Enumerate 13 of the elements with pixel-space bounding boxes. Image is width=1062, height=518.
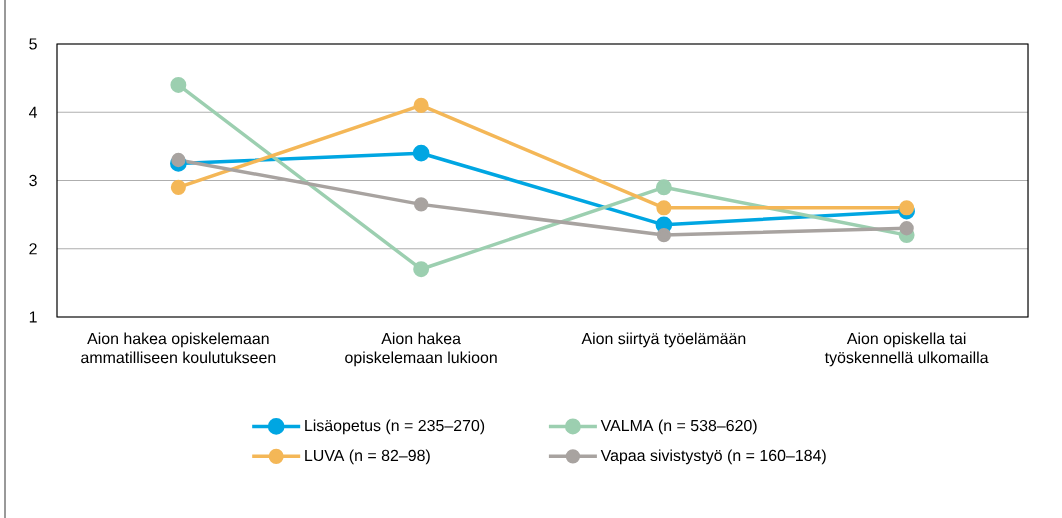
legend-label: LUVA (n = 82–98) bbox=[305, 449, 430, 465]
x-tick-label: Aion opiskella tai työskennellä ulkomailla bbox=[824, 332, 989, 367]
y-tick-label: 4 bbox=[28, 106, 38, 118]
y-tick-label: 2 bbox=[29, 243, 37, 255]
x-tick-label: Aion hakea opiskelemaan lukioon bbox=[345, 332, 497, 367]
y-tick-label: 1 bbox=[29, 311, 37, 323]
legend-label: Vapaa sivistystyö (n = 160–184) bbox=[600, 449, 826, 465]
y-tick-label: 3 bbox=[29, 174, 37, 187]
x-tick-label: Aion siirtyä työelämään bbox=[581, 332, 746, 348]
legend-label: Lisäopetus (n = 235–270) bbox=[305, 419, 485, 435]
legend-label: VALMA (n = 538–620) bbox=[600, 419, 757, 435]
x-tick-label: Aion hakea opiskelemaan ammatilliseen koulutukseen bbox=[81, 332, 276, 364]
y-tick-label: 5 bbox=[29, 38, 37, 50]
